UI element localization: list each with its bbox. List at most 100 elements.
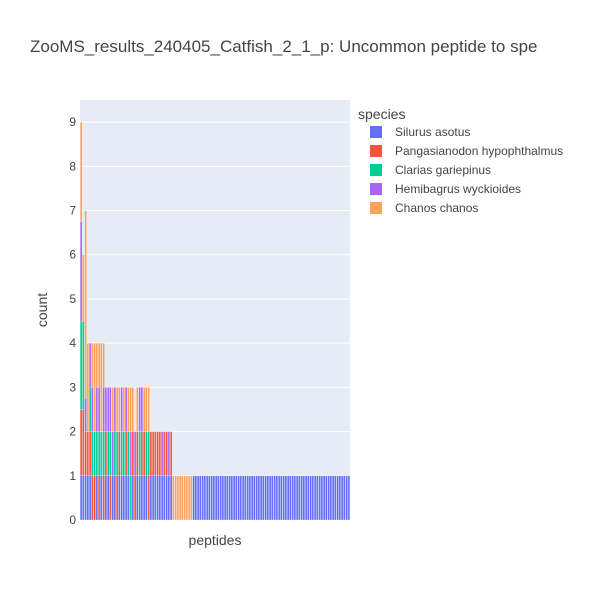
bar-segment[interactable]: [111, 475, 114, 521]
bar-segment[interactable]: [181, 475, 184, 521]
bar-segment[interactable]: [109, 387, 112, 432]
bar-segment[interactable]: [131, 475, 134, 521]
bar-segment[interactable]: [307, 475, 310, 521]
bar-segment[interactable]: [188, 475, 191, 521]
bar-segment[interactable]: [98, 431, 101, 476]
bar-segment[interactable]: [161, 431, 164, 476]
bar-segment[interactable]: [275, 475, 278, 521]
bar-segment[interactable]: [80, 221, 83, 322]
bar-segment[interactable]: [305, 475, 308, 521]
bar-segment[interactable]: [102, 387, 105, 432]
legend-label[interactable]: Silurus asotus: [395, 125, 470, 139]
bar-segment[interactable]: [262, 475, 265, 521]
bar-segment[interactable]: [260, 475, 263, 521]
bar-segment[interactable]: [165, 431, 168, 476]
bar-segment[interactable]: [134, 475, 137, 521]
bar-segment[interactable]: [347, 475, 350, 521]
bar-segment[interactable]: [107, 475, 110, 521]
bar-segment[interactable]: [107, 431, 110, 476]
bar-segment[interactable]: [100, 343, 103, 432]
bar-segment[interactable]: [172, 475, 175, 521]
bar-segment[interactable]: [246, 475, 249, 521]
bar-segment[interactable]: [95, 475, 98, 521]
bar-segment[interactable]: [161, 475, 164, 521]
bar-segment[interactable]: [125, 475, 128, 521]
legend-label[interactable]: Clarias gariepinus: [395, 163, 491, 177]
bar-segment[interactable]: [116, 431, 119, 476]
bar-segment[interactable]: [251, 475, 254, 521]
bar-segment[interactable]: [140, 387, 143, 432]
bar-segment[interactable]: [89, 431, 92, 476]
bar-segment[interactable]: [239, 475, 242, 521]
bar-segment[interactable]: [131, 387, 134, 432]
bar-segment[interactable]: [89, 343, 92, 388]
bar-segment[interactable]: [111, 387, 114, 432]
bar-segment[interactable]: [278, 475, 281, 521]
bar-segment[interactable]: [156, 475, 159, 521]
legend[interactable]: Silurus asotus Pangasianodon hypophthalmu…: [370, 125, 563, 215]
bar-segment[interactable]: [84, 398, 87, 432]
bar-segment[interactable]: [84, 475, 87, 521]
bar-segment[interactable]: [122, 387, 125, 432]
bar-segment[interactable]: [127, 387, 130, 432]
bar-segment[interactable]: [244, 475, 247, 521]
bar-segment[interactable]: [145, 475, 148, 521]
bar-segment[interactable]: [156, 431, 159, 476]
bar-segment[interactable]: [165, 475, 168, 521]
bar-segment[interactable]: [138, 475, 141, 521]
bar-segment[interactable]: [332, 475, 335, 521]
bar-segment[interactable]: [95, 343, 98, 388]
bar-segment[interactable]: [129, 475, 132, 521]
bar-segment[interactable]: [158, 475, 161, 521]
bar-segment[interactable]: [134, 431, 137, 476]
legend-swatch[interactable]: [370, 145, 382, 157]
bar-segment[interactable]: [129, 387, 132, 432]
bar-segment[interactable]: [91, 431, 94, 476]
bar-segment[interactable]: [190, 475, 193, 521]
legend-swatch[interactable]: [370, 164, 382, 176]
bar-segment[interactable]: [95, 431, 98, 476]
bar-segment[interactable]: [269, 475, 272, 521]
legend-swatch[interactable]: [370, 183, 382, 195]
bar-segment[interactable]: [183, 475, 186, 521]
bar-segment[interactable]: [266, 475, 269, 521]
bar-segment[interactable]: [125, 387, 128, 432]
bar-segment[interactable]: [219, 475, 222, 521]
bar-segment[interactable]: [113, 475, 116, 521]
bar-segment[interactable]: [334, 475, 337, 521]
bar-segment[interactable]: [86, 475, 89, 521]
bar-segment[interactable]: [152, 475, 155, 521]
bar-segment[interactable]: [230, 475, 233, 521]
bar-segment[interactable]: [302, 475, 305, 521]
bar-segment[interactable]: [291, 475, 294, 521]
bar-segment[interactable]: [147, 431, 150, 476]
bar-segment[interactable]: [129, 431, 132, 476]
bar-segment[interactable]: [80, 409, 83, 476]
bar-segment[interactable]: [170, 431, 173, 476]
bar-segment[interactable]: [145, 387, 148, 432]
bar-segment[interactable]: [86, 343, 89, 432]
bar-segment[interactable]: [104, 475, 107, 521]
bar-segment[interactable]: [174, 475, 177, 521]
bar-segment[interactable]: [316, 475, 319, 521]
bar-segment[interactable]: [82, 475, 85, 521]
bar-segment[interactable]: [215, 475, 218, 521]
bar-segment[interactable]: [143, 431, 146, 476]
bar-segment[interactable]: [257, 475, 260, 521]
bar-segment[interactable]: [212, 475, 215, 521]
bar-segment[interactable]: [131, 431, 134, 476]
bar-segment[interactable]: [167, 475, 170, 521]
legend-label[interactable]: Hemibagrus wyckioides: [395, 182, 521, 196]
bar-segment[interactable]: [338, 475, 341, 521]
bar-segment[interactable]: [179, 475, 182, 521]
bar-segment[interactable]: [318, 475, 321, 521]
bar-segment[interactable]: [107, 387, 110, 432]
bar-segment[interactable]: [82, 409, 85, 476]
bar-segment[interactable]: [138, 387, 141, 432]
bar-segment[interactable]: [282, 475, 285, 521]
bar-segment[interactable]: [80, 320, 83, 410]
bar-segment[interactable]: [170, 475, 173, 521]
bar-segment[interactable]: [93, 431, 96, 476]
bar-segment[interactable]: [82, 320, 85, 410]
bar-segment[interactable]: [136, 387, 139, 432]
